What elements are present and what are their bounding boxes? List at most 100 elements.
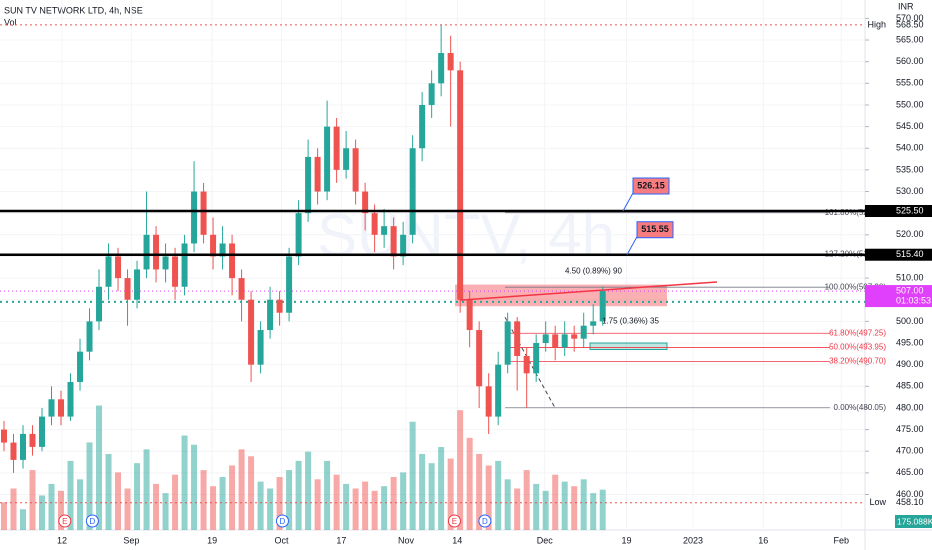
volume-bar xyxy=(19,509,26,530)
volume-bar xyxy=(48,483,55,530)
candle-body xyxy=(457,70,464,300)
level-tag xyxy=(865,205,932,218)
candle-body xyxy=(514,321,521,357)
volume-bar xyxy=(181,435,188,530)
x-tick-label: Nov xyxy=(398,535,415,545)
event-label: D xyxy=(280,517,286,526)
candle-body xyxy=(181,243,188,287)
level-tag xyxy=(865,248,932,261)
x-tick-label: 19 xyxy=(207,535,217,545)
candle-body xyxy=(504,321,511,365)
volume-bar xyxy=(191,444,198,530)
candle-body xyxy=(162,256,169,270)
y-tick-label: 530.00 xyxy=(896,186,924,196)
volume-bar xyxy=(67,460,74,530)
candle-body xyxy=(29,433,36,447)
candle-body xyxy=(590,321,597,326)
extreme-name: Low xyxy=(869,497,886,507)
candle-body xyxy=(143,234,150,270)
volume-bar xyxy=(276,477,283,530)
volume-bar xyxy=(362,481,369,530)
candle-body xyxy=(400,234,407,257)
y-tick-label: 485.00 xyxy=(896,381,924,391)
volume-bar xyxy=(352,488,359,530)
candle-body xyxy=(580,325,587,339)
candle-body xyxy=(19,433,26,460)
candle-body xyxy=(134,269,141,300)
volume-bar xyxy=(219,477,226,530)
volume-bar xyxy=(29,470,36,530)
candle-body xyxy=(67,381,74,417)
y-tick-label: 510.00 xyxy=(896,272,924,282)
candle-body xyxy=(86,321,93,352)
volume-bar xyxy=(248,456,255,530)
x-tick-label: Oct xyxy=(274,535,289,545)
volume-bar xyxy=(438,447,445,530)
candle-body xyxy=(485,386,492,417)
candle-body xyxy=(381,226,388,235)
candle-body xyxy=(115,256,122,279)
chart-title: SUN TV NETWORK LTD, 4h, NSE xyxy=(4,5,143,15)
y-tick-label: 570.00 xyxy=(896,13,924,23)
candle-body xyxy=(447,53,454,71)
y-tick-label: 470.00 xyxy=(896,446,924,456)
volume-bar xyxy=(571,486,578,530)
event-label: E xyxy=(452,517,457,526)
event-label: D xyxy=(482,517,488,526)
volume-bar xyxy=(124,488,131,530)
candle-body xyxy=(305,156,312,214)
event-label: D xyxy=(89,517,95,526)
volume-bar xyxy=(96,405,103,530)
candle-body xyxy=(552,334,559,348)
measure-label: 1.75 (0.36%) 35 xyxy=(602,316,659,325)
candle-body xyxy=(238,278,245,300)
candle-body xyxy=(533,343,540,374)
candle-body xyxy=(10,442,17,460)
y-tick-label: 545.00 xyxy=(896,121,924,131)
candle-body xyxy=(229,243,236,279)
volume-bar xyxy=(447,458,454,530)
volume-bar xyxy=(295,460,302,530)
candle-body xyxy=(200,191,207,235)
candle-body xyxy=(599,291,606,322)
fib-connector xyxy=(504,316,556,408)
candle-body xyxy=(390,226,397,257)
callout-pointer xyxy=(622,192,634,212)
countdown: 01:03:53 xyxy=(896,295,931,305)
fib-label: 61.80%(497.25) xyxy=(829,328,886,337)
candle-body xyxy=(219,243,226,257)
volume-bar xyxy=(105,453,112,530)
volume-bar xyxy=(400,472,407,530)
candle-body xyxy=(333,126,340,170)
y-tick-label: 535.00 xyxy=(896,164,924,174)
extreme-label: 458.10 xyxy=(896,497,924,507)
candle-body xyxy=(438,53,445,84)
volume-bar xyxy=(115,472,122,530)
event-marker xyxy=(447,514,461,528)
callout-box xyxy=(636,221,674,239)
fib-label: 50.00%(493.95) xyxy=(829,343,886,352)
candle-body xyxy=(191,191,198,244)
fib-label: 100.00%(507.90) xyxy=(825,282,887,291)
volume-bar xyxy=(134,463,141,530)
last-price-tag xyxy=(865,285,932,308)
volume-bar xyxy=(533,483,540,530)
event-marker xyxy=(478,514,492,528)
y-tick-label: 490.00 xyxy=(896,359,924,369)
volume-bar xyxy=(476,453,483,530)
y-tick-label: 540.00 xyxy=(896,143,924,153)
volume-bar xyxy=(143,449,150,530)
volume-bar xyxy=(200,470,207,530)
y-tick-label: 495.00 xyxy=(896,337,924,347)
candle-body xyxy=(77,351,84,382)
y-tick-label: 555.00 xyxy=(896,78,924,88)
candle-body xyxy=(257,330,264,365)
volume-bar xyxy=(514,488,521,530)
volume-bar xyxy=(86,442,93,530)
candle-body xyxy=(172,256,179,287)
candle-body xyxy=(476,330,483,387)
fib-label: 38.20%(490.70) xyxy=(829,357,886,366)
volume-bar xyxy=(495,460,502,530)
candle-body xyxy=(210,234,217,257)
